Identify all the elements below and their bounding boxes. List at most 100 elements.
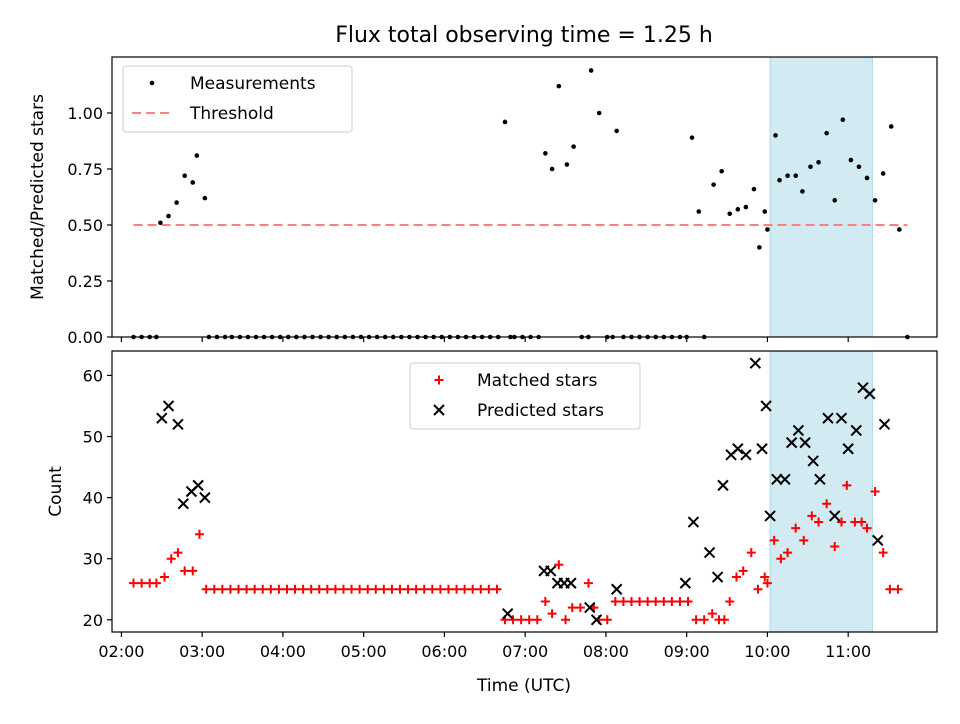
data-point [564, 162, 570, 167]
data-point [201, 584, 211, 594]
data-point [162, 400, 175, 412]
data-point [610, 596, 620, 606]
bottom-legend: Matched stars Predicted stars [409, 362, 641, 430]
data-point [667, 596, 677, 606]
data-point [711, 182, 716, 187]
data-point [298, 584, 308, 594]
data-point [842, 443, 854, 455]
data-point [567, 603, 577, 613]
data-point [484, 584, 494, 594]
data-point [258, 584, 268, 594]
data-point [740, 449, 752, 461]
legend-label-matched: Matched stars [477, 371, 597, 391]
data-point [765, 227, 770, 232]
data-point [743, 204, 749, 210]
y-tick-label: 30 [83, 550, 103, 569]
data-point [814, 517, 824, 527]
data-point [829, 510, 841, 522]
data-point [476, 584, 486, 594]
data-point [635, 596, 645, 606]
data-point [643, 596, 653, 606]
data-point [194, 153, 200, 158]
data-point [602, 615, 612, 625]
data-point [355, 584, 365, 594]
data-point [850, 424, 862, 437]
data-point [893, 584, 903, 594]
data-point [460, 584, 470, 594]
bottom-panel: 02:00 03:00 04:00 05:00 06:00 07:00 08:00 09:00… [46, 350, 938, 661]
data-point [543, 151, 548, 156]
y-tick-label: 50 [83, 428, 103, 447]
top-panel: 0.00 0.25 0.50 0.75 1.00 Matched/Predicted s… [28, 56, 938, 347]
data-point [683, 596, 693, 606]
data-point [703, 546, 716, 559]
data-point [857, 517, 867, 527]
data-point [314, 584, 324, 594]
bottom-ylabel: Count [46, 466, 66, 517]
data-point [738, 566, 748, 576]
data-point [540, 596, 550, 606]
data-point [769, 535, 779, 545]
data-point [188, 566, 198, 576]
legend-marker-matched [434, 375, 444, 385]
data-point [856, 164, 862, 170]
data-point [180, 566, 190, 576]
data-point [614, 128, 619, 134]
bottom-plot-frame [111, 350, 938, 633]
x-tick-label: 08:00 [583, 642, 629, 661]
data-point [689, 135, 695, 140]
data-point [492, 584, 502, 594]
data-point [290, 584, 300, 594]
data-point [452, 584, 462, 594]
legend-marker-measurements [149, 80, 155, 86]
data-point [588, 68, 594, 73]
data-point [610, 583, 623, 595]
data-point [800, 189, 805, 194]
data-point [687, 516, 700, 528]
data-point [756, 443, 768, 455]
data-point [363, 584, 373, 594]
data-point [707, 609, 717, 619]
y-tick-label: 1.00 [67, 104, 103, 123]
data-point [443, 584, 453, 594]
data-point [516, 615, 526, 625]
data-point [762, 209, 768, 214]
data-point [864, 388, 876, 400]
data-point [777, 177, 782, 183]
data-point [799, 535, 809, 545]
data-point [199, 491, 211, 504]
data-point [822, 499, 832, 509]
data-point [524, 615, 534, 625]
data-point [807, 455, 819, 467]
x-tick-label: 11:00 [825, 642, 871, 661]
data-point [626, 596, 636, 606]
data-point [395, 584, 405, 594]
data-point [234, 584, 244, 594]
data-point [565, 577, 577, 589]
data-point [764, 510, 776, 522]
data-point [872, 198, 878, 203]
data-point [719, 168, 724, 174]
y-tick-label: 0.00 [67, 328, 103, 347]
y-tick-label: 0.75 [67, 160, 103, 179]
data-point [675, 596, 685, 606]
data-point [816, 159, 821, 165]
data-point [209, 584, 219, 594]
data-point [156, 412, 168, 424]
data-point [760, 400, 772, 412]
data-point [137, 578, 147, 588]
data-point [731, 572, 741, 582]
data-point [732, 443, 744, 455]
y-tick-label: 60 [83, 366, 103, 385]
data-point [549, 166, 555, 172]
data-point [785, 436, 798, 449]
data-point [793, 173, 798, 179]
y-tick-label: 20 [83, 611, 103, 630]
data-point [840, 117, 846, 123]
data-point [776, 554, 786, 564]
data-point [757, 245, 762, 250]
data-point [762, 578, 772, 588]
data-point [824, 130, 829, 136]
